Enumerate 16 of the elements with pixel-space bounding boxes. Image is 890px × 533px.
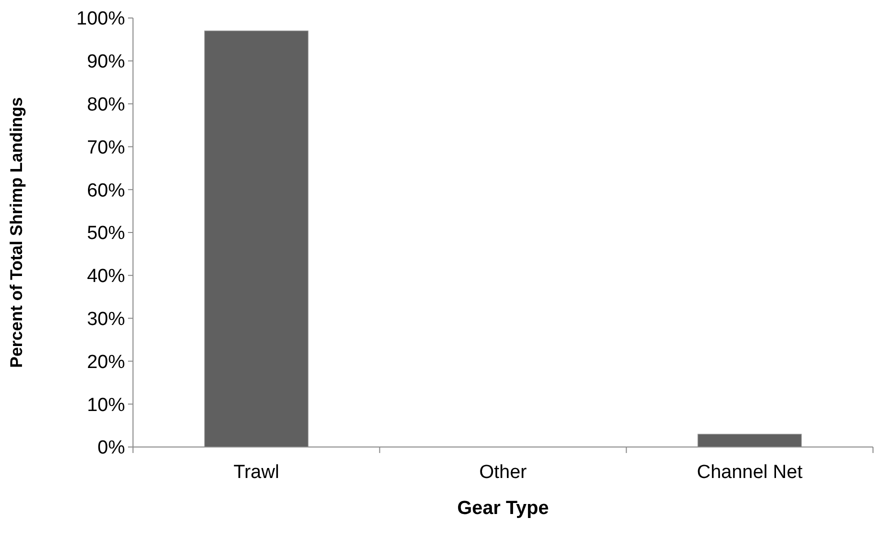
y-tick-label: 70%: [86, 137, 126, 158]
y-tick-label: 40%: [86, 266, 126, 288]
y-axis-title: Percent of Total Shrimp Landings: [7, 97, 26, 368]
y-tick-label: 60%: [86, 180, 126, 202]
y-tick-label: 20%: [86, 352, 126, 373]
y-tick-label: 100%: [76, 8, 126, 30]
x-tick-label: Channel Net: [696, 462, 804, 483]
y-tick-label: 10%: [86, 394, 126, 416]
y-tick-label: 50%: [86, 223, 126, 244]
x-tick-label: Other: [479, 462, 528, 483]
x-axis-title: Gear Type: [457, 498, 549, 519]
y-tick-label: 0%: [98, 438, 126, 459]
x-tick-label: Trawl: [233, 462, 280, 483]
y-tick-label: 80%: [86, 94, 126, 116]
y-tick-label: 90%: [86, 52, 126, 73]
y-tick-label: 30%: [86, 308, 126, 330]
